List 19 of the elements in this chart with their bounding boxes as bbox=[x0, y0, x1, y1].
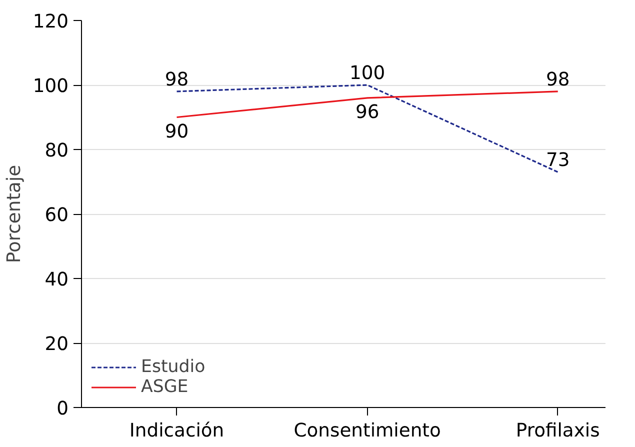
y-tick-label: 0 bbox=[56, 398, 69, 420]
y-tick-label: 120 bbox=[32, 12, 68, 32]
y-tick-label: 40 bbox=[44, 270, 69, 290]
y-tick-label: 100 bbox=[32, 76, 68, 97]
x-tick-label: Consentimiento bbox=[294, 420, 441, 442]
x-tick-label: Profilaxis bbox=[516, 420, 600, 442]
legend-label: Estudio bbox=[141, 357, 206, 377]
legend-label: ASGE bbox=[141, 377, 188, 397]
x-tick-label: Indicación bbox=[129, 420, 224, 442]
data-label: 90 bbox=[164, 121, 189, 142]
data-label: 96 bbox=[355, 102, 380, 123]
y-tick-label: 80 bbox=[44, 140, 69, 162]
y-axis-title: Porcentaje bbox=[4, 164, 25, 264]
data-label: 100 bbox=[350, 63, 386, 84]
data-label: 98 bbox=[164, 69, 189, 90]
y-tick-label: 60 bbox=[44, 205, 69, 226]
y-tick-label: 20 bbox=[44, 334, 69, 355]
data-label: 98 bbox=[546, 69, 570, 90]
data-label: 73 bbox=[546, 150, 570, 172]
